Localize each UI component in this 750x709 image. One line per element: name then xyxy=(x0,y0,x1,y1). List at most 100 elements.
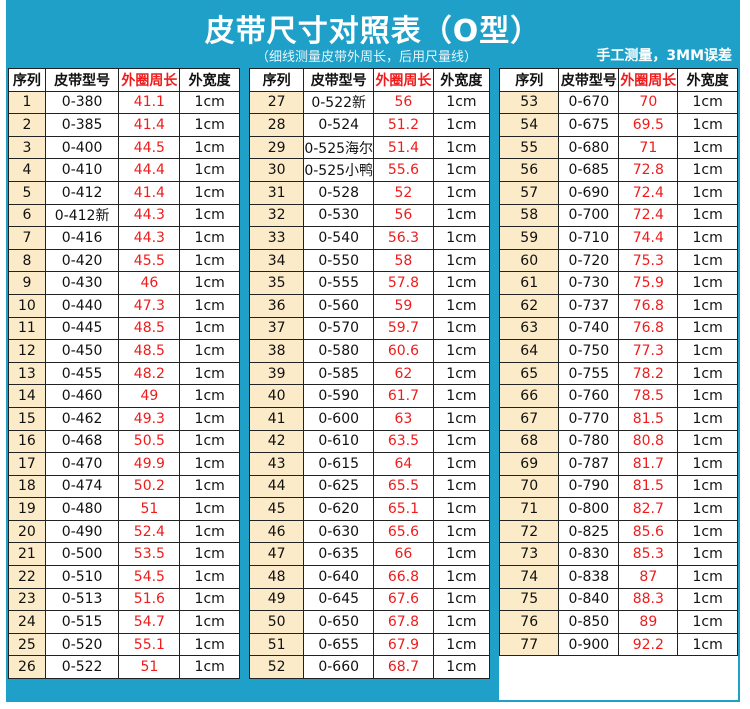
seq-cell: 70 xyxy=(498,474,560,499)
width-cell: 1cm xyxy=(179,135,240,160)
seq-cell: 43 xyxy=(248,452,305,476)
table-row: 28 0-524 51.2 1cm xyxy=(248,113,491,137)
seq-cell: 3 xyxy=(8,135,46,160)
circumference-cell: 71 xyxy=(618,135,679,160)
circumference-cell: 52.4 xyxy=(118,519,181,544)
table-row: 39 0-585 62 1cm xyxy=(248,361,491,386)
width-cell: 1cm xyxy=(432,226,491,250)
header-width: 外宽度 xyxy=(677,68,738,92)
seq-cell: 65 xyxy=(498,361,560,386)
table-row: 63 0-740 76.8 1cm xyxy=(498,316,738,341)
width-cell: 1cm xyxy=(179,587,240,612)
width-cell: 1cm xyxy=(677,203,738,228)
table-row: 31 0-528 52 1cm xyxy=(248,180,491,205)
table-row: 61 0-730 75.9 1cm xyxy=(498,271,738,295)
seq-cell: 36 xyxy=(248,293,305,318)
table-row: 56 0-685 72.8 1cm xyxy=(498,158,738,182)
model-cell: 0-445 xyxy=(44,316,120,341)
circumference-cell: 41.1 xyxy=(118,90,181,115)
circumference-cell: 69.5 xyxy=(618,113,679,137)
table-header-row: 序列 皮带型号 外圈周长 外宽度 xyxy=(498,68,738,92)
model-cell: 0-420 xyxy=(44,248,120,273)
seq-cell: 52 xyxy=(248,655,305,680)
header-seq: 序列 xyxy=(248,68,305,92)
model-cell: 0-650 xyxy=(303,610,375,634)
size-table: 序列 皮带型号 外圈周长 外宽度 53 0-670 70 1cm 54 0-675 69.5… xyxy=(498,68,738,657)
table-row: 20 0-490 52.4 1cm xyxy=(8,519,240,544)
circumference-cell: 48.2 xyxy=(118,361,181,386)
table-row: 22 0-510 54.5 1cm xyxy=(8,565,240,589)
circumference-cell: 85.6 xyxy=(618,519,679,544)
model-cell: 0-800 xyxy=(558,497,620,521)
header-model: 皮带型号 xyxy=(558,68,620,92)
width-cell: 1cm xyxy=(677,226,738,250)
model-cell: 0-570 xyxy=(303,316,375,341)
seq-cell: 56 xyxy=(498,158,560,182)
table-row: 66 0-760 78.5 1cm xyxy=(498,384,738,408)
width-cell: 1cm xyxy=(179,384,240,408)
model-cell: 0-755 xyxy=(558,361,620,386)
circumference-cell: 41.4 xyxy=(118,113,181,137)
seq-cell: 59 xyxy=(498,226,560,250)
width-cell: 1cm xyxy=(677,361,738,386)
model-cell: 0-450 xyxy=(44,339,120,363)
circumference-cell: 47.3 xyxy=(118,293,181,318)
model-cell: 0-525海尔 xyxy=(303,135,375,160)
circumference-cell: 51.4 xyxy=(373,135,434,160)
width-cell: 1cm xyxy=(432,632,491,657)
circumference-cell: 80.8 xyxy=(618,429,679,454)
seq-cell: 54 xyxy=(498,113,560,137)
seq-cell: 1 xyxy=(8,90,46,115)
model-cell: 0-462 xyxy=(44,406,120,431)
seq-cell: 51 xyxy=(248,632,305,657)
model-cell: 0-720 xyxy=(558,248,620,273)
table-row: 76 0-850 89 1cm xyxy=(498,610,738,634)
circumference-cell: 56 xyxy=(373,203,434,228)
circumference-cell: 65.1 xyxy=(373,497,434,521)
header-model: 皮带型号 xyxy=(303,68,375,92)
width-cell: 1cm xyxy=(179,180,240,205)
width-cell: 1cm xyxy=(432,90,491,115)
seq-cell: 68 xyxy=(498,429,560,454)
width-cell: 1cm xyxy=(677,542,738,567)
model-cell: 0-430 xyxy=(44,271,120,295)
model-cell: 0-640 xyxy=(303,565,375,589)
width-cell: 1cm xyxy=(179,226,240,250)
seq-cell: 19 xyxy=(8,497,46,521)
width-cell: 1cm xyxy=(432,610,491,634)
circumference-cell: 50.2 xyxy=(118,474,181,499)
circumference-cell: 44.3 xyxy=(118,226,181,250)
width-cell: 1cm xyxy=(677,474,738,499)
model-cell: 0-522新 xyxy=(303,90,375,115)
width-cell: 1cm xyxy=(432,497,491,521)
model-cell: 0-560 xyxy=(303,293,375,318)
model-cell: 0-500 xyxy=(44,542,120,567)
table-row: 51 0-655 67.9 1cm xyxy=(248,632,491,657)
circumference-cell: 78.5 xyxy=(618,384,679,408)
seq-cell: 17 xyxy=(8,452,46,476)
width-cell: 1cm xyxy=(677,587,738,612)
table-row: 15 0-462 49.3 1cm xyxy=(8,406,240,431)
seq-cell: 64 xyxy=(498,339,560,363)
model-cell: 0-550 xyxy=(303,248,375,273)
size-table-block-1: 序列 皮带型号 外圈周长 外宽度 1 0-380 41.1 1cm 2 0-385 41.4… xyxy=(8,68,240,680)
seq-cell: 20 xyxy=(8,519,46,544)
circumference-cell: 81.7 xyxy=(618,452,679,476)
seq-cell: 77 xyxy=(498,632,560,657)
size-table: 序列 皮带型号 外圈周长 外宽度 27 0-522新 56 1cm 28 0-524 51.… xyxy=(248,68,491,680)
model-cell: 0-655 xyxy=(303,632,375,657)
width-cell: 1cm xyxy=(179,452,240,476)
seq-cell: 14 xyxy=(8,384,46,408)
table-row: 26 0-522 51 1cm xyxy=(8,655,240,680)
table-row: 23 0-513 51.6 1cm xyxy=(8,587,240,612)
table-row: 57 0-690 72.4 1cm xyxy=(498,180,738,205)
seq-cell: 16 xyxy=(8,429,46,454)
width-cell: 1cm xyxy=(179,497,240,521)
width-cell: 1cm xyxy=(432,248,491,273)
circumference-cell: 76.8 xyxy=(618,316,679,341)
width-cell: 1cm xyxy=(179,565,240,589)
page-title: 皮带尺寸对照表（O型） xyxy=(204,14,542,49)
seq-cell: 4 xyxy=(8,158,46,182)
table-row: 44 0-625 65.5 1cm xyxy=(248,474,491,499)
model-cell: 0-412新 xyxy=(44,203,120,228)
